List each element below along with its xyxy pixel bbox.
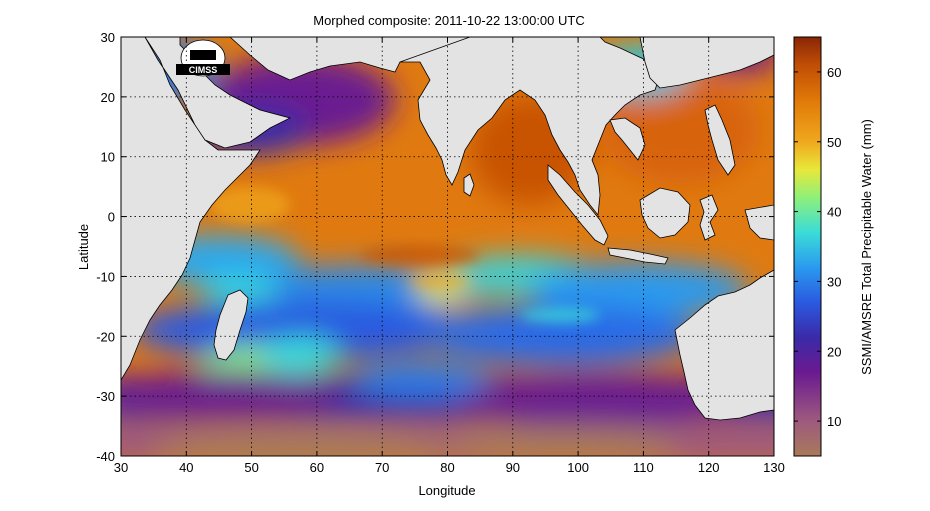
x-tick-label: 120 bbox=[698, 460, 720, 475]
x-axis-ticks: 30 40 50 60 70 80 90 100 110 120 130 bbox=[114, 37, 785, 475]
x-tick-label: 60 bbox=[310, 460, 324, 475]
colorbar-title: SSMI/AMSRE Total Precipitable Water (mm) bbox=[859, 119, 874, 375]
colorbar-tick-label: 10 bbox=[827, 414, 841, 429]
colorbar-ticks: 10 20 30 40 50 60 bbox=[794, 65, 841, 429]
y-axis-title: Latitude bbox=[76, 224, 91, 270]
x-tick-label: 70 bbox=[375, 460, 389, 475]
sri-lanka bbox=[463, 173, 475, 197]
y-tick-label: -30 bbox=[96, 389, 115, 404]
figure-title: Morphed composite: 2011-10-22 13:00:00 U… bbox=[313, 13, 584, 28]
y-tick-label: -10 bbox=[96, 269, 115, 284]
y-axis-ticks: 30 20 10 0 -10 -20 -30 -40 bbox=[96, 30, 774, 464]
map-plot-area: CIMSS bbox=[121, 37, 774, 456]
y-tick-label: -20 bbox=[96, 329, 115, 344]
new-guinea bbox=[744, 204, 774, 241]
colorbar-tick-label: 30 bbox=[827, 274, 841, 289]
x-tick-label: 80 bbox=[440, 460, 454, 475]
africa-arabia-landmass bbox=[121, 37, 471, 381]
x-tick-label: 100 bbox=[567, 460, 589, 475]
y-tick-label: 10 bbox=[101, 150, 115, 165]
philippines bbox=[704, 104, 736, 176]
taiwan-china-coast bbox=[639, 37, 774, 89]
australia bbox=[674, 269, 774, 421]
cimss-logo-text: CIMSS bbox=[189, 65, 218, 75]
x-tick-label: 50 bbox=[244, 460, 258, 475]
indochina-peninsula bbox=[609, 117, 646, 161]
x-tick-label: 30 bbox=[114, 460, 128, 475]
colorbar: 10 20 30 40 50 60 SSMI/AMSRE Total Precipitab… bbox=[793, 36, 874, 457]
colorbar-gradient bbox=[793, 36, 822, 457]
madagascar bbox=[213, 289, 249, 361]
land-masses bbox=[121, 37, 774, 421]
y-tick-label: 0 bbox=[108, 210, 115, 225]
y-tick-label: 30 bbox=[101, 30, 115, 45]
borneo bbox=[639, 187, 691, 239]
colorbar-tick-label: 50 bbox=[827, 135, 841, 150]
water-vapor-detail bbox=[210, 187, 600, 323]
x-axis-title: Longitude bbox=[418, 483, 475, 498]
gridlines bbox=[121, 37, 774, 456]
colorbar-tick-label: 20 bbox=[827, 344, 841, 359]
java bbox=[607, 247, 669, 265]
y-tick-label: -40 bbox=[96, 449, 115, 464]
x-tick-label: 40 bbox=[179, 460, 193, 475]
colorbar-tick-label: 60 bbox=[827, 65, 841, 80]
y-tick-label: 20 bbox=[101, 90, 115, 105]
x-tick-label: 90 bbox=[506, 460, 520, 475]
colorbar-tick-label: 40 bbox=[827, 205, 841, 220]
x-tick-label: 110 bbox=[633, 460, 654, 475]
x-tick-label: 130 bbox=[763, 460, 785, 475]
cimss-logo: CIMSS bbox=[176, 39, 230, 77]
